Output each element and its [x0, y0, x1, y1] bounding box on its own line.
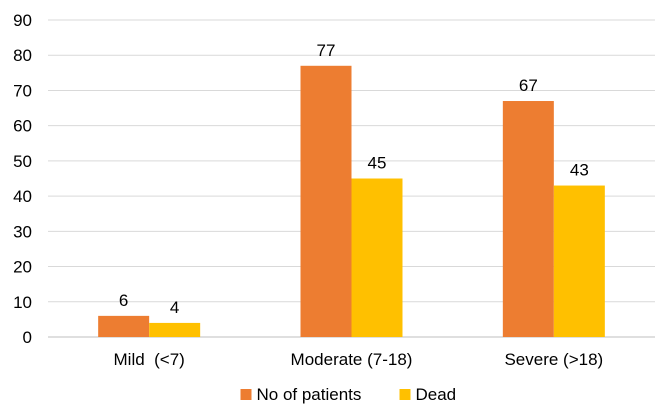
- y-tick-label-70: 70: [13, 81, 32, 100]
- x-category-label-0: Mild (<7): [114, 350, 185, 369]
- data-label-patients-1: 77: [317, 41, 336, 60]
- bars: [98, 65, 605, 338]
- x-category-label-2: Severe (>18): [504, 350, 603, 369]
- legend-swatch-dead: [399, 389, 411, 400]
- data-label-patients-2: 67: [519, 76, 538, 95]
- data-label-patients-0: 6: [119, 291, 128, 310]
- legend: No of patients Dead: [240, 385, 457, 404]
- y-tick-label-0: 0: [23, 328, 32, 347]
- data-labels: 6 4 77 45 67 43: [119, 41, 589, 317]
- bar-patients-0: [98, 315, 150, 337]
- y-tick-label-50: 50: [13, 152, 32, 171]
- data-label-dead-2: 43: [570, 161, 589, 180]
- y-tick-label-80: 80: [13, 46, 32, 65]
- y-tick-label-90: 90: [13, 11, 32, 30]
- x-category-label-1: Moderate (7-18): [291, 350, 413, 369]
- bar-dead-2: [553, 185, 605, 337]
- y-tick-label-60: 60: [13, 117, 32, 136]
- legend-swatch-patients: [240, 389, 252, 400]
- bar-dead-0: [149, 322, 201, 337]
- y-tick-label-30: 30: [13, 222, 32, 241]
- data-label-dead-0: 4: [170, 298, 179, 317]
- bar-patients-2: [502, 101, 554, 337]
- y-tick-label-10: 10: [13, 293, 32, 312]
- legend-label-dead: Dead: [416, 385, 457, 404]
- data-label-dead-1: 45: [368, 154, 387, 173]
- bar-dead-1: [351, 178, 403, 337]
- legend-label-patients: No of patients: [257, 385, 362, 404]
- y-tick-label-40: 40: [13, 187, 32, 206]
- y-tick-label-20: 20: [13, 258, 32, 277]
- bar-patients-1: [300, 65, 352, 338]
